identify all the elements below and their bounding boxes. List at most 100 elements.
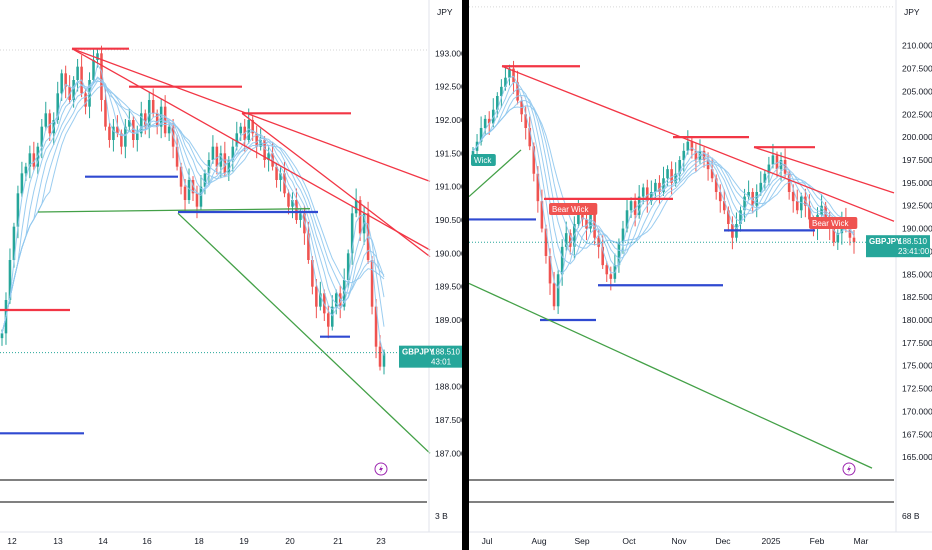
- candle-body: [211, 146, 215, 160]
- price-tick-label: 207.500: [902, 64, 932, 74]
- right-candlestick-chart[interactable]: Bear Wick Bear Wick Wick JPY 210.000 207.500 2…: [469, 0, 932, 550]
- candle-body: [723, 201, 726, 211]
- price-tick-label: 182.500: [902, 292, 932, 302]
- price-tick-label: 167.500: [902, 429, 932, 439]
- countdown-label: 23:41:00: [898, 247, 930, 256]
- time-tick-label: 20: [285, 536, 295, 546]
- candle-body: [787, 173, 791, 192]
- moving-average-line: [1, 80, 385, 334]
- candle-body: [28, 153, 32, 167]
- candle-body: [791, 192, 795, 202]
- candle-body: [621, 228, 625, 243]
- moving-average-line: [472, 94, 855, 257]
- candle-body: [330, 306, 334, 327]
- moving-average-line: [1, 63, 385, 356]
- candle-body: [327, 313, 330, 327]
- price-tick-label: 185.000: [902, 269, 932, 279]
- candle-body: [247, 120, 250, 140]
- candle-body: [483, 118, 487, 128]
- candle-body: [564, 233, 568, 247]
- candle-body: [215, 146, 219, 167]
- price-tick-label: 205.000: [902, 86, 932, 96]
- time-tick-label: Jul: [482, 536, 493, 546]
- candle-body: [702, 150, 706, 160]
- candle-body: [848, 228, 852, 238]
- candle-body: [346, 253, 350, 280]
- candle-body: [24, 166, 28, 174]
- candle-body: [20, 173, 24, 194]
- support-trendline: [37, 208, 311, 213]
- candle-body: [354, 200, 358, 214]
- candle-body: [658, 182, 661, 192]
- candle-body: [516, 82, 519, 101]
- current-price-badge: [399, 345, 462, 368]
- candle-body: [8, 260, 12, 300]
- candle-body: [540, 201, 544, 229]
- candle-body: [179, 166, 183, 187]
- candle-body: [743, 196, 746, 211]
- candle-body: [836, 233, 840, 243]
- time-tick-label: 16: [142, 536, 152, 546]
- candle-body: [617, 242, 621, 266]
- annotation-label-box: [549, 203, 598, 215]
- price-tick-label: 192.500: [435, 82, 462, 92]
- candle-body: [183, 186, 187, 200]
- candle-body: [528, 128, 532, 147]
- candle-body: [852, 237, 856, 243]
- candle-body: [666, 169, 669, 179]
- candle-body: [747, 192, 750, 197]
- price-tick-label: 190.500: [435, 215, 462, 225]
- candle-body: [120, 133, 123, 147]
- candle-body: [609, 274, 613, 279]
- candle-body: [479, 128, 483, 142]
- price-tick-label: 188.000: [435, 382, 462, 392]
- candle-body: [508, 68, 511, 78]
- current-price-label: 188.510: [431, 348, 460, 357]
- lightning-icon-glyph: [847, 465, 851, 473]
- price-tick-label: 192.500: [902, 201, 932, 211]
- time-tick-label: Dec: [715, 536, 731, 546]
- candle-body: [637, 196, 641, 215]
- price-tick-label: 200.000: [902, 132, 932, 142]
- price-tick-label: 165.000: [902, 452, 932, 462]
- candle-body: [601, 246, 604, 266]
- candle-body: [568, 233, 572, 247]
- candle-body: [682, 150, 686, 160]
- left-chart-panel[interactable]: JPY 193.000 192.500 192.000 191.500 191.000 19…: [0, 0, 462, 550]
- candle-body: [374, 306, 378, 347]
- right-chart-panel[interactable]: Bear Wick Bear Wick Wick JPY 210.000 207.500 2…: [469, 0, 932, 550]
- candle-body: [629, 201, 633, 211]
- candle-body: [315, 286, 318, 307]
- candle-body: [759, 182, 763, 192]
- currency-label: JPY: [904, 7, 920, 17]
- candle-body: [60, 73, 63, 94]
- candle-body: [532, 146, 536, 174]
- candle-body: [625, 210, 629, 229]
- candle-body: [195, 193, 199, 207]
- candle-body: [143, 113, 147, 127]
- ascending-trendline: [469, 282, 873, 469]
- candle-body: [686, 141, 690, 151]
- candle-body: [108, 126, 111, 140]
- candle-body: [350, 213, 354, 254]
- candle-body: [552, 283, 556, 307]
- price-tick-label: 177.500: [902, 338, 932, 348]
- pane-divider[interactable]: [462, 0, 469, 550]
- candle-body: [775, 155, 779, 170]
- candle-body: [128, 120, 131, 127]
- candle-body: [187, 180, 191, 200]
- time-tick-label: 12: [7, 536, 17, 546]
- time-tick-label: Aug: [531, 536, 546, 546]
- candle-body: [191, 180, 195, 194]
- candle-body: [645, 187, 649, 202]
- candle-body: [36, 146, 40, 167]
- candle-body: [674, 173, 677, 183]
- candle-body: [536, 173, 540, 202]
- candle-body: [727, 210, 730, 224]
- volume-axis-label: 68 B: [902, 511, 920, 521]
- time-tick-label: 23: [376, 536, 386, 546]
- price-tick-label: 170.000: [902, 406, 932, 416]
- countdown-label: 43:01: [431, 358, 452, 367]
- time-tick-label: Sep: [574, 536, 589, 546]
- left-candlestick-chart[interactable]: JPY 193.000 192.500 192.000 191.500 191.000 19…: [0, 0, 462, 550]
